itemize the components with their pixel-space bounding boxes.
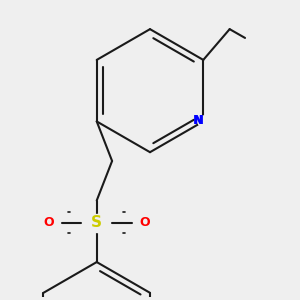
Text: S: S: [91, 215, 102, 230]
Text: O: O: [43, 216, 54, 229]
Text: N: N: [194, 114, 204, 127]
Text: N: N: [193, 114, 203, 127]
Text: O: O: [140, 216, 150, 229]
